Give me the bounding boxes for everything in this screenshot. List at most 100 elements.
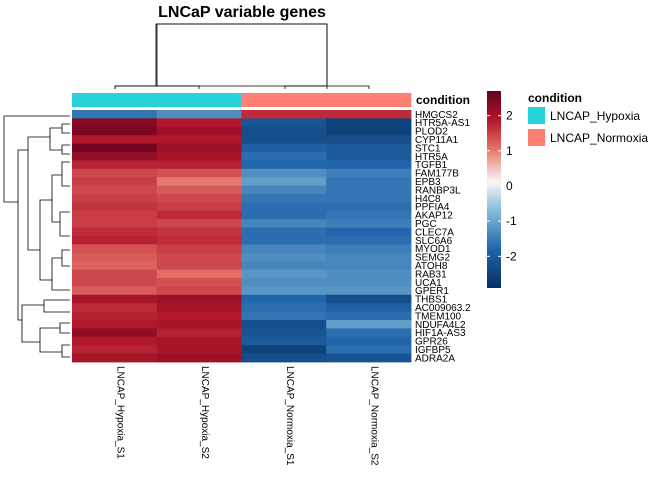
column-dendrogram-left (114, 85, 200, 89)
heatmap-cell-h4c8-2 (156, 194, 242, 203)
heatmap-cell-fam177b-1 (72, 168, 158, 178)
heatmap-cell-myod1-1 (72, 244, 158, 254)
heatmap-cell-rab31-3 (241, 269, 327, 279)
heatmap-cell-htr5a-as1-3 (241, 118, 327, 128)
heatmap-cell-uca1-1 (72, 278, 158, 287)
heatmap-cell-clec7a-3 (241, 227, 327, 237)
heatmap-cell-thbs1-1 (72, 294, 158, 304)
row-label-tgfb1: TGFB1 (415, 160, 448, 171)
heatmap-cell-adra2a-4 (326, 353, 412, 363)
row-dendrogram-main (17, 149, 28, 321)
heatmap-cell-plod2-1 (72, 126, 158, 136)
heatmap-cell-h4c8-4 (326, 194, 412, 203)
column-labels: LNCAP_Hypoxia_S1 LNCAP_Hypoxia_S2 LNCAP_No… (114, 366, 379, 466)
heatmap-cell-ac009063-2-3 (241, 303, 327, 312)
heatmap-cell-epb3-3 (241, 177, 327, 186)
column-label-lncap-hypoxia-s1: LNCAP_Hypoxia_S1 (114, 366, 125, 459)
heatmap-cell-ranbp3l-2 (156, 185, 242, 195)
row-label-stc1: STC1 (415, 143, 441, 154)
heatmap-cell-myod1-4 (326, 244, 412, 254)
heatmap-cell-htr5a-as1-4 (326, 118, 412, 128)
column-dendrogram-top (156, 23, 328, 86)
row-label-atoh8: ATOH8 (415, 261, 448, 272)
heatmap-cell-tmem100-3 (241, 311, 327, 321)
heatmap-cell-igfbp5-4 (326, 345, 412, 354)
heatmap-cell-pgc-1 (72, 219, 158, 228)
heatmap-cell-htr5a-as1-1 (72, 118, 158, 128)
heatmap-cell-clec7a-2 (156, 227, 242, 237)
heatmap-cell-stc1-3 (241, 143, 327, 153)
color-scale-legend: 2 1 0 -1 -2 (487, 91, 517, 288)
heatmap-cell-epb3-4 (326, 177, 412, 186)
heatmap-cell-hif1a-as3-2 (156, 328, 242, 338)
heatmap-cell-gper1-1 (72, 286, 158, 296)
row-label-uca1: UCA1 (415, 278, 442, 289)
heatmap-cell-htr5a-1 (72, 152, 158, 161)
heatmap-cell-ppfia4-4 (326, 202, 412, 212)
row-label-ndufa4l2: NDUFA4L2 (415, 320, 466, 331)
heatmap-cell-thbs1-2 (156, 294, 242, 304)
heatmap-cell-rab31-2 (156, 269, 242, 279)
heatmap-cell-ndufa4l2-2 (156, 320, 242, 329)
row-label-gper1: GPER1 (415, 286, 449, 297)
row-label-ranbp3l: RANBP3L (415, 185, 461, 196)
column-label-lncap-normoxia-s2: LNCAP_Normoxia_S2 (369, 366, 380, 466)
heatmap-cell-slc6a6-4 (326, 236, 412, 245)
legend-label-lncap-hypoxia: LNCAP_Hypoxia (550, 109, 640, 123)
row-dendrogram-c (51, 161, 70, 237)
heatmap-cell-fam177b-3 (241, 168, 327, 178)
heatmap-cell-hif1a-as3-1 (72, 328, 158, 338)
heatmap-cell-thbs1-4 (326, 294, 412, 304)
heatmap-cell-h4c8-1 (72, 194, 158, 203)
heatmap-cell-ndufa4l2-3 (241, 320, 327, 329)
heatmap-cell-atoh8-1 (72, 261, 158, 270)
heatmap-cell-cyp11a1-1 (72, 135, 158, 144)
row-label-epb3: EPB3 (415, 177, 441, 188)
column-dendrogram-root (114, 23, 328, 89)
color-scale-tick-label-1: 1 (506, 144, 513, 158)
color-scale-bar (487, 91, 501, 288)
heatmap-cell-hif1a-as3-3 (241, 328, 327, 338)
color-scale-tick-label-0: 0 (506, 179, 513, 193)
heatmap-cell-epb3-1 (72, 177, 158, 186)
heatmap-cell-rab31-4 (326, 269, 412, 279)
heatmap-cell-adra2a-3 (241, 353, 327, 363)
row-label-fam177b: FAM177B (415, 169, 459, 180)
heatmap-cell-hmgcs2-4 (326, 110, 412, 119)
row-label-cyp11a1: CYP11A1 (415, 135, 459, 146)
heatmap-cell-ppfia4-3 (241, 202, 327, 212)
heatmap-cell-ac009063-2-2 (156, 303, 242, 312)
color-scale-tick-label-2: 2 (506, 109, 513, 123)
row-label-tmem100: TMEM100 (415, 311, 462, 322)
heatmap-cell-uca1-4 (326, 278, 412, 287)
heatmap-cell-pgc-2 (156, 219, 242, 228)
row-dendrogram-e (21, 304, 44, 343)
heatmap-cell-gpr26-2 (156, 336, 242, 346)
annotation-cell-lncap-hypoxia-s2 (156, 93, 242, 107)
row-dendrogram-upper (27, 136, 50, 251)
heatmap-cell-cyp11a1-2 (156, 135, 242, 144)
heatmap-cell-plod2-2 (156, 126, 242, 136)
heatmap-cell-uca1-3 (241, 278, 327, 287)
heatmap-cell-slc6a6-3 (241, 236, 327, 245)
heatmap-cell-tgfb1-3 (241, 160, 327, 170)
heatmap-cell-stc1-1 (72, 143, 158, 153)
row-label-hif1a-as3: HIF1A-AS3 (415, 328, 466, 339)
heatmap-cell-ppfia4-1 (72, 202, 158, 212)
heatmap-cell-fam177b-2 (156, 168, 242, 178)
heatmap-cell-akap12-2 (156, 210, 242, 220)
column-label-lncap-normoxia-s1: LNCAP_Normoxia_S1 (284, 366, 295, 466)
heatmap-cell-thbs1-3 (241, 294, 327, 304)
heatmap-cell-hmgcs2-2 (156, 110, 242, 119)
heatmap-cell-adra2a-2 (156, 353, 242, 363)
heatmap-cell-tmem100-1 (72, 311, 158, 321)
row-dendrogram-f (43, 299, 70, 313)
heatmap-cell-gpr26-3 (241, 336, 327, 346)
column-dendrogram (114, 23, 370, 89)
heatmap-cell-ranbp3l-4 (326, 185, 412, 195)
heatmap-cell-htr5a-as1-2 (156, 118, 242, 128)
row-label-pgc: PGC (415, 219, 437, 230)
heatmap-cell-slc6a6-1 (72, 236, 158, 245)
